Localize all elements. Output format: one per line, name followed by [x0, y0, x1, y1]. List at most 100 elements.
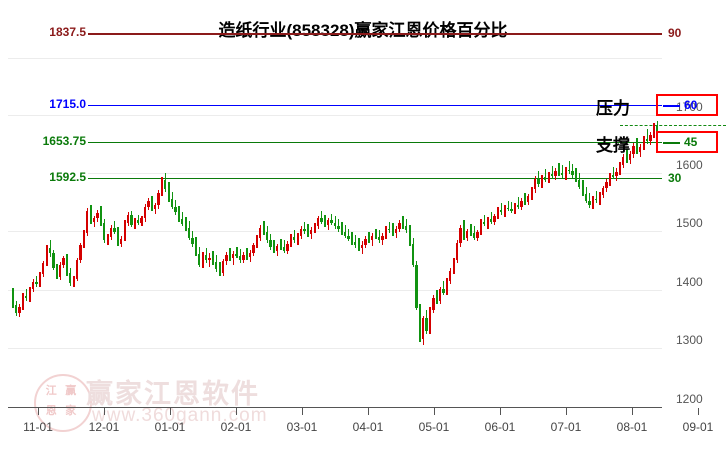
- chart-title: 造纸行业(858328)赢家江恩价格百分比: [218, 21, 508, 40]
- gann-line-45-support: [8, 142, 662, 143]
- candle-wick: [507, 200, 509, 212]
- candle-body: [425, 318, 428, 332]
- candle-body: [276, 246, 279, 251]
- candle-body: [133, 220, 136, 225]
- candle-body: [415, 265, 418, 309]
- candle-body: [198, 254, 201, 265]
- candle-body: [394, 229, 398, 234]
- candle-body: [391, 230, 394, 234]
- candle-body: [86, 211, 89, 233]
- candle-body: [591, 198, 594, 206]
- candle-wick: [402, 215, 404, 229]
- candle-body: [418, 308, 421, 340]
- candle-body: [38, 273, 41, 285]
- candle-body: [293, 236, 296, 240]
- x-axis-tick: [698, 408, 699, 415]
- candle-wick: [137, 214, 140, 226]
- candle-body: [361, 244, 364, 249]
- peak-marker-dashed-line: [620, 125, 726, 126]
- candle-wick: [348, 228, 350, 242]
- candle-body: [510, 208, 513, 211]
- candle-body: [483, 221, 486, 224]
- candle-body: [109, 228, 113, 237]
- candle-body: [449, 271, 452, 281]
- candle-body: [652, 125, 656, 136]
- candle-body: [388, 229, 391, 231]
- candle-body: [59, 264, 62, 277]
- candle-body: [377, 236, 381, 240]
- candle-wick: [273, 240, 275, 254]
- candle-body: [476, 231, 479, 238]
- candle-body: [316, 218, 320, 226]
- x-axis-tick: [170, 408, 171, 415]
- candle-body: [89, 211, 92, 222]
- candle-body: [354, 241, 357, 246]
- candle-body: [282, 247, 286, 251]
- candle-body: [171, 198, 174, 207]
- x-axis-date-label: 09-01: [682, 420, 714, 434]
- candle-body: [374, 236, 377, 238]
- candle-body: [364, 239, 367, 245]
- candle-body: [126, 215, 130, 223]
- x-axis-tick: [434, 408, 435, 415]
- candle-body: [479, 221, 482, 232]
- candle-body: [181, 219, 184, 224]
- candle-body: [242, 254, 245, 261]
- level-highlight-box[interactable]: 60: [656, 94, 718, 116]
- candle-body: [489, 219, 493, 222]
- price-gridline-top: [8, 58, 662, 59]
- candle-body: [584, 194, 588, 201]
- candle-body: [439, 289, 442, 302]
- x-axis-date-label: 03-01: [286, 420, 318, 434]
- candle-body: [595, 198, 598, 201]
- candle-body: [201, 254, 204, 265]
- candle-body: [76, 259, 79, 279]
- x-axis-date-label: 11-01: [23, 420, 53, 434]
- candle-body: [561, 173, 564, 176]
- candle-body: [442, 289, 445, 293]
- candle-wick: [25, 289, 28, 301]
- candle-body: [69, 273, 72, 283]
- label-backdrop-front: [0, 169, 88, 187]
- candle-body: [249, 252, 252, 258]
- candle-wick: [324, 214, 326, 228]
- candle-body: [422, 318, 425, 340]
- level-connector-dash: [663, 105, 680, 107]
- candle-wick: [595, 190, 598, 203]
- candle-body: [398, 222, 401, 230]
- x-axis-date-label: 04-01: [352, 420, 384, 434]
- candle-body: [445, 280, 449, 293]
- price-gridline: [8, 231, 662, 232]
- candle-body: [323, 221, 326, 225]
- candle-wick: [388, 222, 391, 233]
- candle-body: [123, 222, 126, 239]
- candle-wick: [483, 214, 486, 227]
- level-value: 90: [668, 26, 682, 40]
- right-price-label: 1200: [676, 392, 703, 406]
- candle-wick: [236, 246, 238, 259]
- candle-wick: [561, 165, 564, 179]
- candle-body: [466, 231, 469, 238]
- candle-body: [571, 171, 574, 176]
- candle-body: [266, 232, 269, 240]
- candle-wick: [344, 225, 347, 239]
- candle-body: [567, 169, 571, 172]
- candle-body: [137, 220, 140, 223]
- candle-body: [547, 174, 550, 180]
- candle-body: [544, 177, 547, 180]
- candle-body: [55, 267, 58, 277]
- x-axis-tick: [236, 408, 237, 415]
- level-highlight-box[interactable]: 45: [656, 131, 718, 153]
- price-gridline: [8, 115, 662, 116]
- candle-body: [469, 231, 472, 234]
- candle-body: [435, 297, 438, 302]
- candle-body: [432, 297, 435, 310]
- candle-body: [272, 247, 276, 251]
- right-price-label: 1700: [676, 100, 703, 114]
- candle-body: [537, 178, 540, 184]
- x-axis-tick: [368, 408, 369, 415]
- candle-body: [106, 236, 109, 241]
- candle-body: [551, 174, 554, 177]
- candle-body: [327, 220, 330, 225]
